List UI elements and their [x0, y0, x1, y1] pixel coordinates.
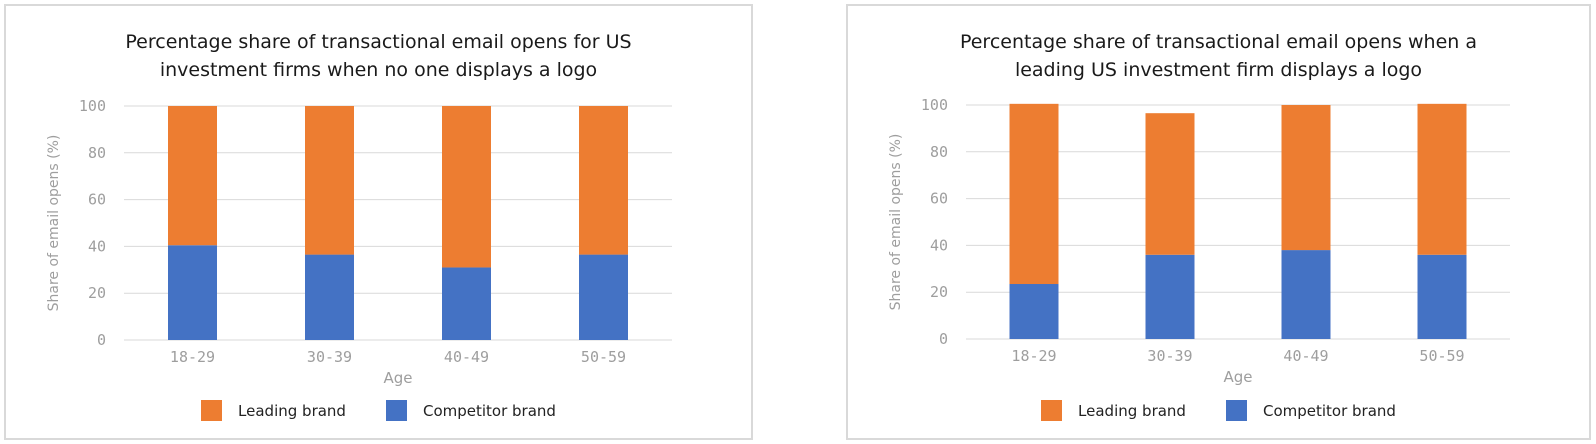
bar-leading-50-59: [579, 106, 628, 255]
bar-leading-40-49: [442, 106, 491, 268]
y-tick-label: 20: [88, 284, 106, 302]
bar-leading-30-39: [305, 106, 354, 255]
x-axis-label: Age: [383, 369, 412, 387]
x-tick-label: 50-59: [1419, 347, 1464, 365]
x-tick-label: 30-39: [307, 348, 352, 366]
bar-competitor-40-49: [1281, 250, 1331, 339]
legend-item-competitor: Competitor brand: [385, 400, 556, 421]
legend-swatch-competitor: [1225, 400, 1247, 421]
chart-legend: Leading brand Competitor brand: [848, 400, 1589, 421]
y-tick-label: 60: [930, 190, 948, 208]
bar-leading-18-29: [168, 106, 217, 246]
chart-plot: 0 20 40 60 80 100 18-29 30-39 40-49 50-59 Age Share…: [888, 96, 1510, 386]
y-tick-label: 60: [88, 191, 106, 209]
legend-item-leading: Leading brand: [1041, 400, 1186, 421]
y-tick-label: 40: [930, 236, 948, 254]
bar-competitor-30-39: [305, 254, 354, 340]
bar-competitor-40-49: [442, 267, 491, 340]
x-tick-label: 30-39: [1147, 347, 1192, 365]
legend-item-leading: Leading brand: [201, 400, 346, 421]
x-tick-label: 40-49: [444, 348, 489, 366]
chart-title: Percentage share of transactional email …: [125, 31, 632, 81]
bar-competitor-30-39: [1145, 254, 1195, 339]
bar-leading-50-59: [1417, 103, 1467, 255]
x-tick-label: 50-59: [581, 348, 626, 366]
y-axis-label: Share of email opens (%): [888, 134, 904, 311]
legend-swatch-competitor: [385, 400, 407, 421]
chart-panel-right: Percentage share of transactional email …: [846, 4, 1591, 440]
y-tick-label: 80: [930, 143, 948, 161]
x-axis-label: Age: [1223, 368, 1252, 386]
chart-plot: 0 20 40 60 80 100 18-29 30-39 40-49 50-59 Age Share…: [46, 97, 672, 387]
x-tick-label: 40-49: [1283, 347, 1328, 365]
bar-competitor-50-59: [1417, 254, 1467, 339]
legend-swatch-leading: [201, 400, 223, 421]
y-tick-label: 0: [97, 331, 106, 349]
bar-leading-18-29: [1009, 103, 1059, 285]
y-tick-label: 100: [921, 96, 948, 114]
bar-competitor-18-29: [168, 245, 217, 340]
legend-swatch-leading: [1041, 400, 1063, 421]
y-axis-label: Share of email opens (%): [46, 135, 62, 312]
legend-label-leading: Leading brand: [238, 401, 346, 420]
y-tick-label: 20: [930, 283, 948, 301]
y-tick-label: 40: [88, 237, 106, 255]
y-tick-label: 100: [79, 97, 106, 115]
x-tick-label: 18-29: [1011, 347, 1056, 365]
legend-label-competitor: Competitor brand: [422, 401, 556, 420]
chart-legend: Leading brand Competitor brand: [6, 400, 751, 421]
x-tick-label: 18-29: [170, 348, 215, 366]
bar-leading-40-49: [1281, 105, 1331, 251]
y-tick-label: 0: [939, 330, 948, 348]
y-tick-label: 80: [88, 144, 106, 162]
chart-panel-left: Percentage share of transactional email …: [4, 4, 753, 440]
bar-competitor-50-59: [579, 254, 628, 340]
chart-title: Percentage share of transactional email …: [959, 31, 1478, 81]
bar-leading-30-39: [1145, 113, 1195, 255]
legend-item-competitor: Competitor brand: [1225, 400, 1396, 421]
legend-label-leading: Leading brand: [1078, 401, 1186, 420]
legend-label-competitor: Competitor brand: [1262, 401, 1396, 420]
bar-competitor-18-29: [1009, 284, 1059, 339]
